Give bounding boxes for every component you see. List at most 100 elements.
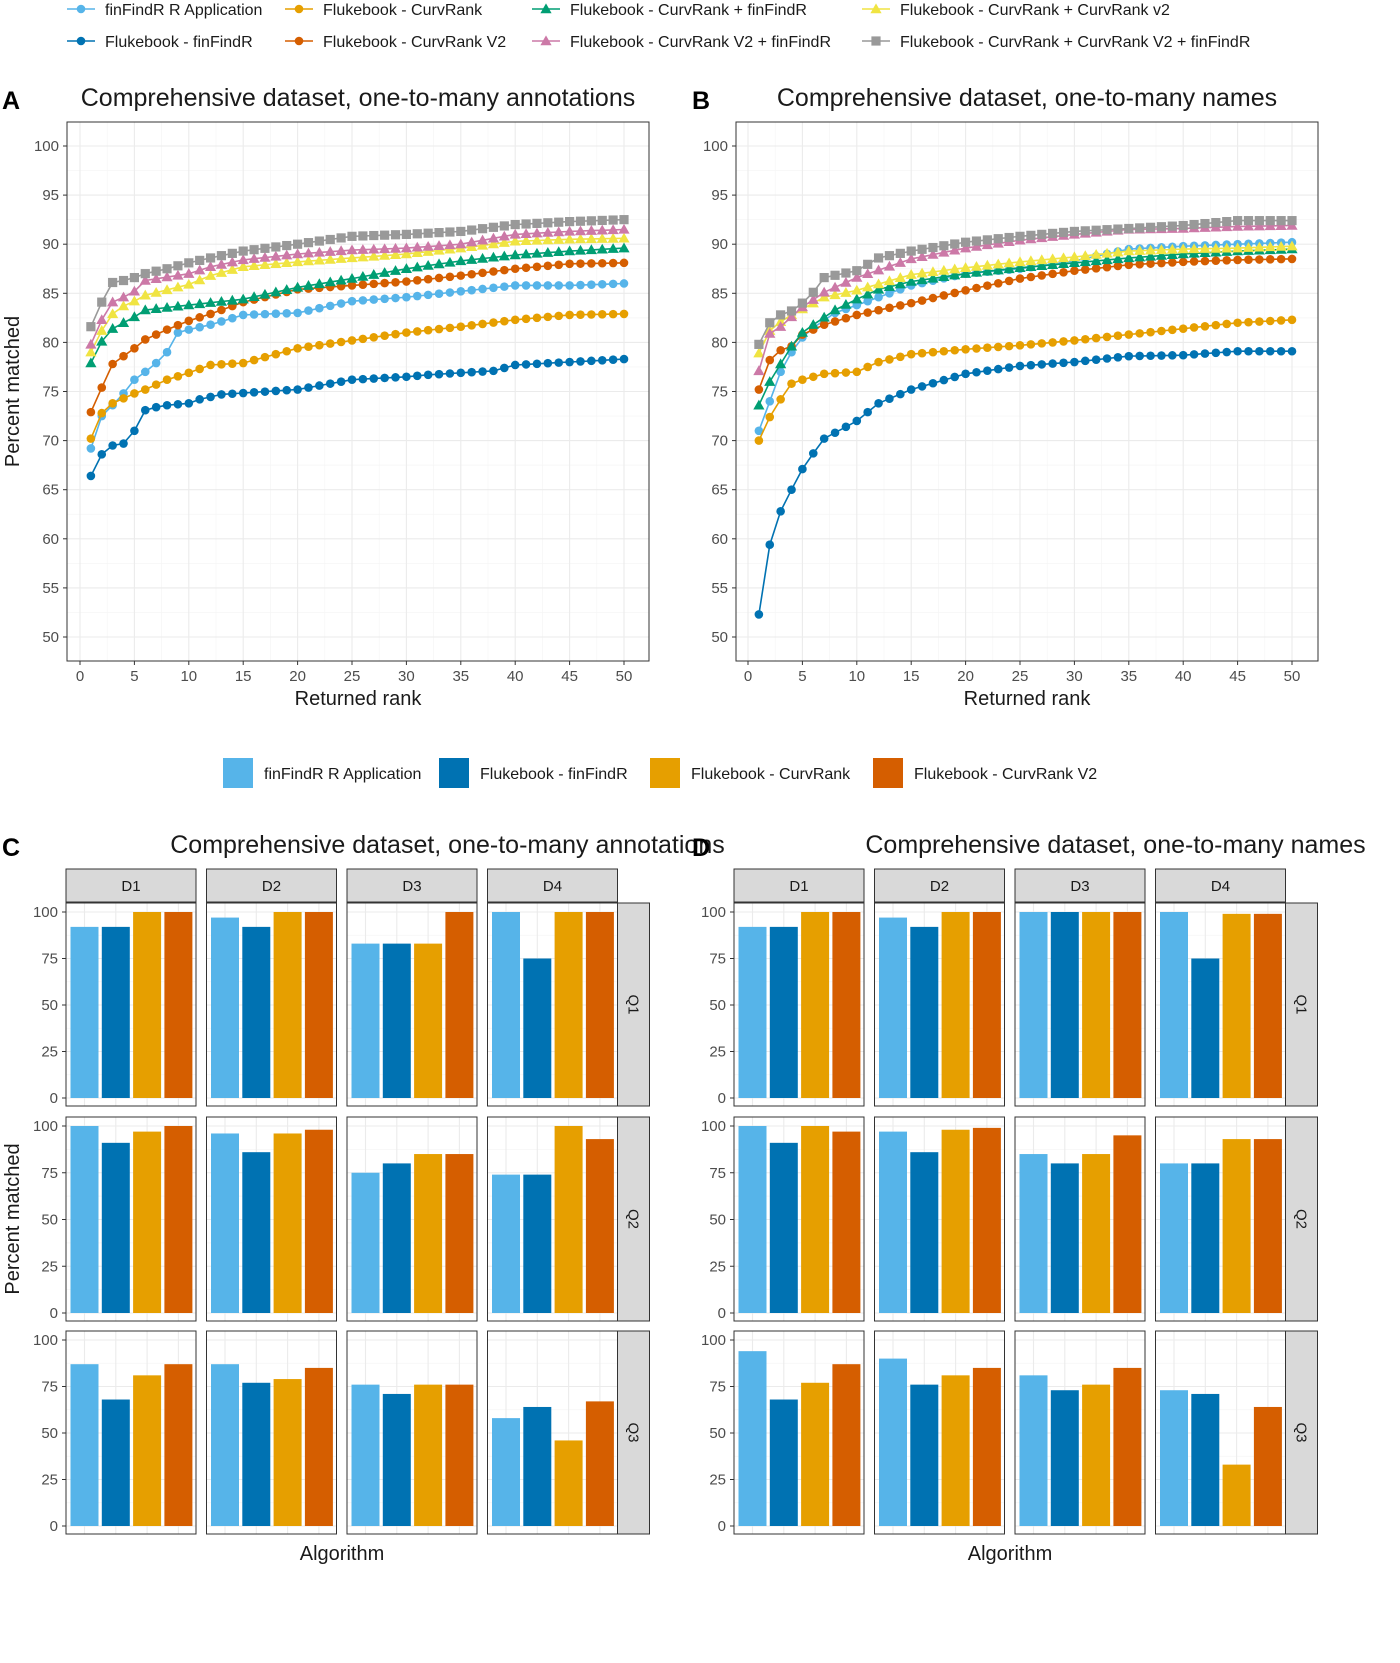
data-point bbox=[618, 223, 630, 234]
data-point bbox=[542, 247, 554, 257]
bar bbox=[585, 1139, 614, 1313]
data-point bbox=[380, 294, 389, 304]
data-point bbox=[1155, 244, 1168, 255]
data-point bbox=[564, 225, 576, 236]
facet-border bbox=[1014, 902, 1146, 1107]
data-point bbox=[916, 267, 928, 278]
data-point bbox=[1221, 242, 1233, 253]
data-point bbox=[1156, 222, 1167, 232]
data-point bbox=[510, 264, 520, 274]
facet-panel bbox=[1155, 1116, 1286, 1322]
data-point bbox=[391, 373, 400, 382]
data-point bbox=[347, 281, 357, 290]
y-tick-label: 0 bbox=[718, 1305, 726, 1322]
x-tick-label: 15 bbox=[235, 668, 252, 685]
data-point bbox=[129, 272, 139, 283]
data-point bbox=[982, 235, 992, 245]
bar bbox=[70, 926, 99, 1098]
x-axis-label: Algorithm bbox=[300, 1543, 384, 1565]
data-point bbox=[357, 244, 369, 254]
data-point bbox=[1036, 254, 1048, 265]
data-point bbox=[358, 334, 368, 344]
data-point bbox=[434, 324, 444, 334]
data-point bbox=[510, 219, 520, 230]
data-point bbox=[1242, 220, 1255, 231]
data-point bbox=[1079, 256, 1091, 267]
bar bbox=[801, 912, 830, 1098]
data-point bbox=[1026, 360, 1036, 370]
bar bbox=[242, 1152, 271, 1313]
data-point bbox=[368, 243, 380, 254]
data-point bbox=[313, 278, 325, 289]
data-point bbox=[476, 252, 489, 263]
x-tick-label: 20 bbox=[957, 668, 974, 685]
data-point bbox=[195, 255, 205, 266]
y-tick-label: 75 bbox=[42, 384, 59, 401]
data-point bbox=[228, 389, 237, 399]
data-point bbox=[509, 235, 521, 246]
data-point bbox=[576, 357, 585, 366]
data-point bbox=[587, 280, 596, 289]
series-flukebook-finfindr bbox=[86, 354, 629, 481]
series-flukebook-curvrank bbox=[86, 309, 629, 443]
data-point bbox=[478, 367, 487, 376]
bar bbox=[879, 917, 907, 1098]
data-point bbox=[1059, 267, 1068, 277]
legend-marker-key bbox=[76, 4, 86, 14]
data-point bbox=[1015, 231, 1025, 241]
data-point bbox=[565, 281, 574, 290]
y-tick-label: 0 bbox=[50, 1090, 58, 1107]
data-point bbox=[324, 246, 336, 256]
data-point bbox=[1123, 252, 1135, 263]
data-point bbox=[172, 269, 184, 280]
data-point bbox=[282, 240, 292, 251]
data-point bbox=[444, 256, 456, 267]
legend-label: finFindR R Application bbox=[264, 766, 421, 783]
data-point bbox=[619, 215, 629, 225]
bar bbox=[164, 1364, 193, 1526]
data-point bbox=[574, 233, 587, 244]
data-point bbox=[270, 286, 282, 297]
data-point bbox=[1200, 321, 1210, 331]
x-tick-label: 25 bbox=[344, 668, 361, 685]
data-point bbox=[140, 269, 150, 279]
series-flukebook-curvrank-finfindr bbox=[85, 242, 630, 368]
data-point bbox=[130, 375, 139, 385]
data-point bbox=[531, 227, 543, 238]
data-point bbox=[151, 358, 161, 368]
data-point bbox=[271, 386, 281, 396]
bar bbox=[832, 1131, 861, 1313]
facet-column-strip bbox=[206, 868, 337, 903]
data-point bbox=[1069, 226, 1079, 237]
data-point bbox=[829, 289, 841, 300]
data-point bbox=[1178, 257, 1188, 267]
data-point bbox=[271, 242, 281, 252]
facet-panel bbox=[874, 1116, 1005, 1322]
data-point bbox=[206, 309, 215, 319]
data-point bbox=[885, 303, 894, 313]
data-point bbox=[587, 259, 596, 268]
data-point bbox=[260, 309, 270, 319]
facet-row-strip bbox=[1285, 1116, 1318, 1322]
facet-panel bbox=[65, 1116, 197, 1322]
data-point bbox=[97, 297, 107, 307]
bar bbox=[164, 912, 193, 1098]
data-point bbox=[596, 233, 608, 243]
data-point bbox=[434, 228, 444, 238]
x-tick-label: 35 bbox=[1120, 668, 1137, 685]
facet-column-strip bbox=[65, 868, 197, 903]
facet-row-label: Q3 bbox=[1293, 1422, 1310, 1442]
data-point bbox=[357, 271, 369, 281]
data-point bbox=[487, 232, 500, 243]
data-point bbox=[830, 368, 840, 378]
data-point bbox=[1232, 242, 1244, 253]
data-point bbox=[130, 426, 139, 436]
data-point bbox=[238, 358, 248, 368]
data-point bbox=[391, 278, 400, 287]
bar bbox=[1082, 1384, 1111, 1526]
data-point bbox=[928, 242, 938, 253]
data-point bbox=[531, 247, 543, 258]
data-point bbox=[1025, 261, 1037, 271]
data-point bbox=[543, 261, 553, 271]
data-point bbox=[400, 248, 412, 259]
